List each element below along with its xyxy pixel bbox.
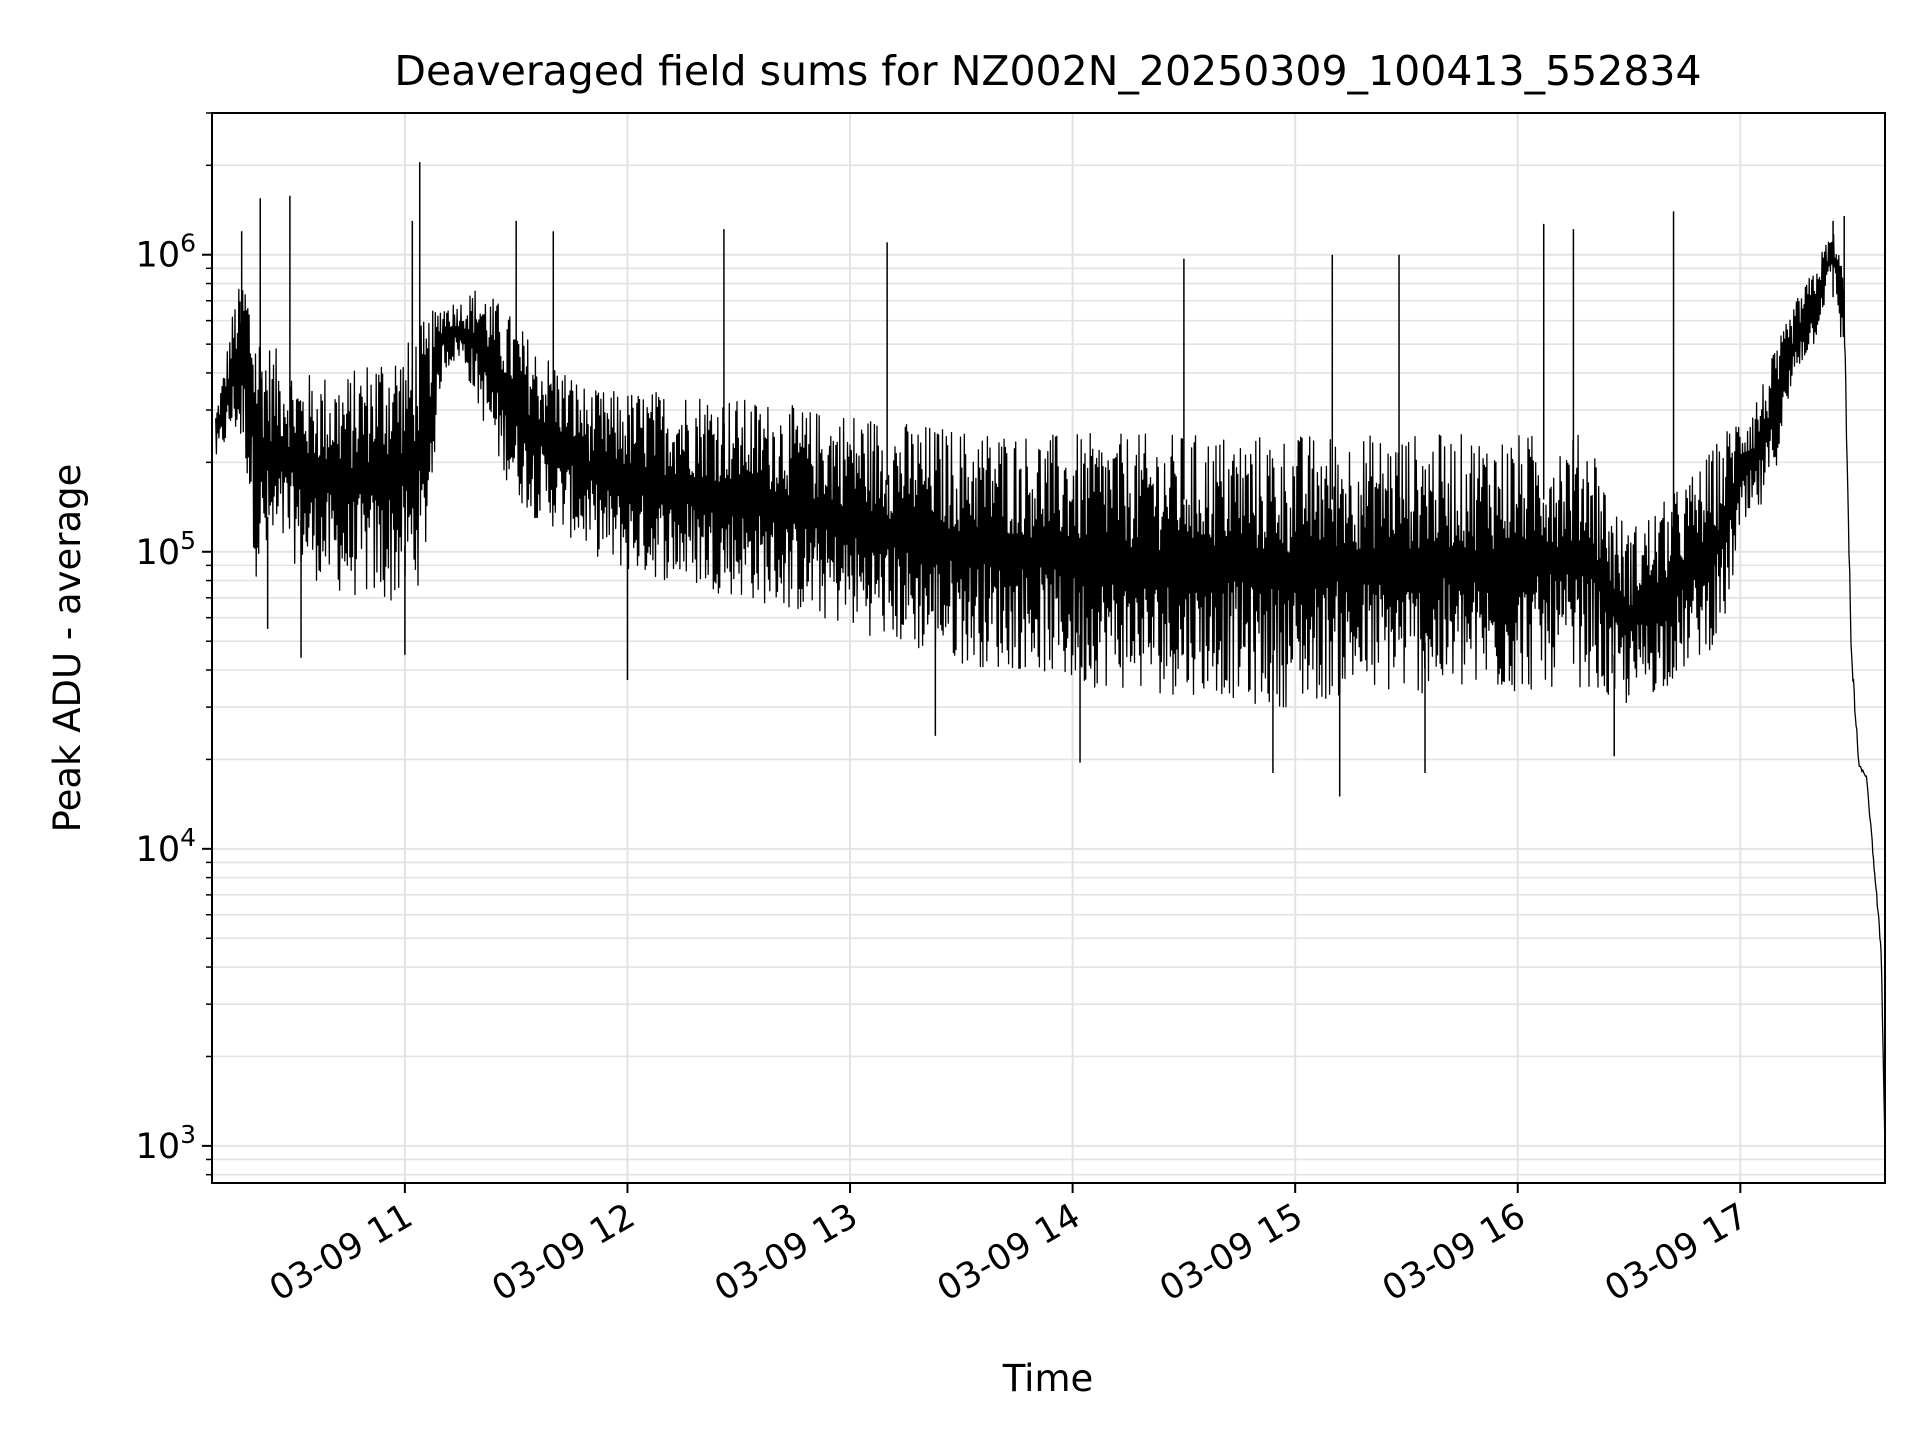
- y-tick-label: 106: [136, 229, 196, 276]
- chart-title: Deaveraged field sums for NZ002N_2025030…: [394, 47, 1701, 95]
- y-tick-exponent: 4: [180, 823, 196, 852]
- y-tick-label: 103: [136, 1120, 196, 1167]
- series-layer: [215, 162, 1886, 1154]
- grid-lines: [212, 112, 1885, 1183]
- y-tick-label: 105: [136, 526, 196, 573]
- y-tick-label: 104: [136, 823, 196, 870]
- y-tick-base: 10: [136, 1127, 181, 1167]
- series-line: [215, 233, 1886, 1154]
- y-tick-base: 10: [136, 830, 181, 870]
- plot-frame: [211, 112, 1886, 1184]
- y-tick-base: 10: [136, 236, 181, 276]
- x-axis-label: Time: [1002, 1357, 1094, 1400]
- y-tick-exponent: 6: [180, 229, 196, 258]
- y-tick-exponent: 3: [180, 1120, 196, 1149]
- y-tick-base: 10: [136, 533, 181, 573]
- y-tick-exponent: 5: [180, 526, 196, 555]
- y-axis-label: Peak ADU - average: [46, 464, 89, 833]
